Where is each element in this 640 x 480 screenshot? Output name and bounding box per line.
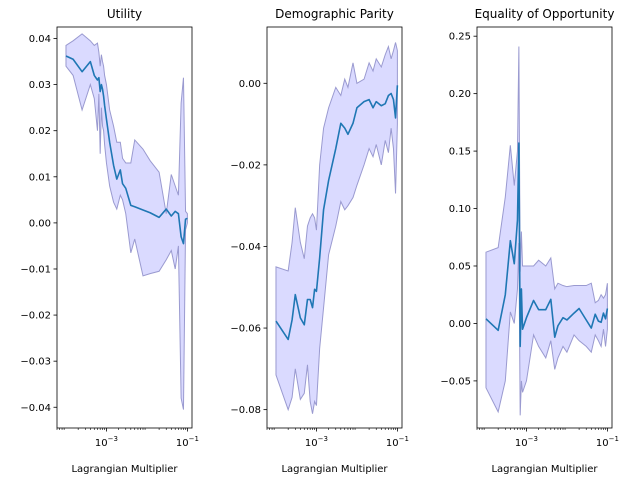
y-tick-label: 0.04 [29,34,51,45]
x-tick-exponent: −1 [399,435,409,443]
x-tick-exponent: −1 [189,435,199,443]
y-tick-label: −0.06 [230,324,261,335]
subplot-utility: 0.04 0.03 0.02 0.01 0.00 −0.01 −0.02 −0.03 −0.04… [20,7,199,475]
x-tick-base: 10 [95,438,108,449]
x-tick-exponent: −3 [108,435,118,443]
y-tick-label: −0.08 [230,405,261,416]
mean-line [485,142,609,348]
y-tick-label: −0.02 [20,311,51,322]
x-tick-label: 10−1 [176,435,199,449]
confidence-band [275,42,398,414]
x-tick-base: 10 [176,438,189,449]
axes-frame [476,26,613,429]
x-tick-label: 10−3 [305,435,328,449]
subplot-title: Equality of Opportunity [475,7,615,21]
y-tick-label: 0.02 [29,126,51,137]
y-tick-label: 0.00 [29,218,51,229]
x-axis-label: Lagrangian Multiplier [71,464,178,475]
x-tick-base: 10 [596,438,609,449]
x-tick-base: 10 [305,438,318,449]
y-tick-label: −0.04 [230,242,261,253]
y-tick-label: −0.05 [440,376,471,387]
y-tick-label: −0.04 [20,403,51,414]
axes-frame [266,26,403,429]
x-tick-label: 10−3 [95,435,118,449]
y-tick-label: −0.02 [230,160,261,171]
x-tick-exponent: −1 [609,435,619,443]
y-tick-label: 0.10 [449,204,471,215]
y-tick-label: −0.01 [20,264,51,275]
y-tick-label: 0.00 [239,79,261,90]
x-tick-exponent: −3 [318,435,328,443]
x-tick-base: 10 [515,438,528,449]
x-tick-label: 10−1 [386,435,409,449]
y-tick-label: 0.01 [29,172,51,183]
mean-line [65,55,188,245]
x-tick-label: 10−1 [596,435,619,449]
confidence-band [485,46,608,416]
axes-frame [56,26,193,429]
y-tick-label: 0.15 [449,147,471,158]
y-tick-label: 0.20 [449,89,471,100]
x-tick-base: 10 [386,438,399,449]
x-axis-label: Lagrangian Multiplier [281,464,388,475]
y-tick-label: 0.25 [449,32,471,43]
subplot-title: Utility [107,7,142,21]
mean-line [275,85,399,341]
x-tick-exponent: −3 [528,435,538,443]
confidence-band [65,33,188,410]
y-tick-label: 0.03 [29,80,51,91]
x-axis-label: Lagrangian Multiplier [491,464,598,475]
x-tick-label: 10−3 [515,435,538,449]
y-tick-label: 0.05 [449,261,471,272]
subplot-title: Demographic Parity [275,7,394,21]
y-tick-label: −0.03 [20,357,51,368]
y-tick-label: 0.00 [449,319,471,330]
